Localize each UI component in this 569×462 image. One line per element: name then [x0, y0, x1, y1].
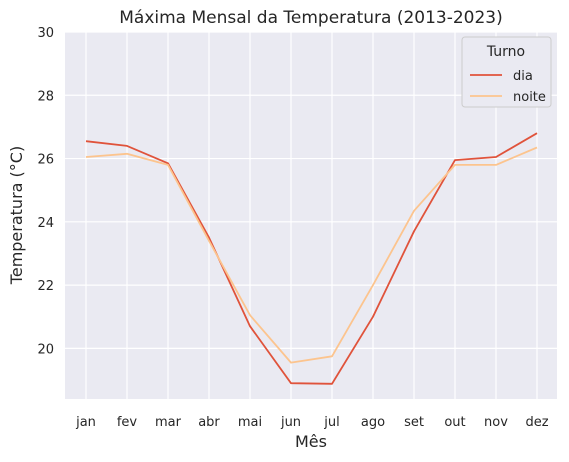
x-gridlines: [85, 32, 538, 399]
x-tick-label-abr: abr: [198, 415, 220, 430]
y-tick-label-30: 30: [37, 26, 54, 41]
legend-box: [461, 36, 552, 108]
series-lines: [85, 132, 538, 385]
y-tick-label-28: 28: [37, 89, 54, 104]
x-tick-labels: jan fev mar abr mai jun jul ago set out nov dez: [75, 415, 549, 430]
legend-label-dia: dia: [513, 69, 533, 84]
x-tick-label-dez: dez: [525, 415, 548, 430]
y-axis-label: Temperatura (°C): [7, 146, 26, 285]
x-axis-label: Mês: [295, 432, 327, 451]
legend-label-noite: noite: [513, 90, 546, 105]
y-tick-label-22: 22: [37, 279, 54, 294]
x-tick-label-ago: ago: [361, 415, 385, 430]
series-line-dia: [85, 132, 538, 385]
chart-title: Máxima Mensal da Temperatura (2013-2023): [119, 8, 503, 28]
x-tick-label-nov: nov: [484, 415, 508, 430]
x-tick-label-jun: jun: [280, 415, 301, 430]
legend: Turno dia noite: [461, 36, 552, 108]
x-tick-label-fev: fev: [117, 415, 138, 430]
y-tick-label-20: 20: [37, 342, 54, 357]
x-tick-label-jul: jul: [323, 415, 339, 430]
series-line-noite: [85, 146, 538, 364]
x-tick-label-jan: jan: [75, 415, 96, 430]
x-tick-label-mai: mai: [238, 415, 262, 430]
y-tick-labels: 20 22 24 26 28 30: [37, 26, 54, 357]
x-tick-label-set: set: [404, 415, 424, 430]
legend-title: Turno: [486, 44, 525, 60]
x-tick-label-out: out: [444, 415, 465, 430]
y-tick-label-26: 26: [37, 153, 54, 168]
x-tick-label-mar: mar: [155, 415, 182, 430]
y-tick-label-24: 24: [37, 216, 54, 231]
